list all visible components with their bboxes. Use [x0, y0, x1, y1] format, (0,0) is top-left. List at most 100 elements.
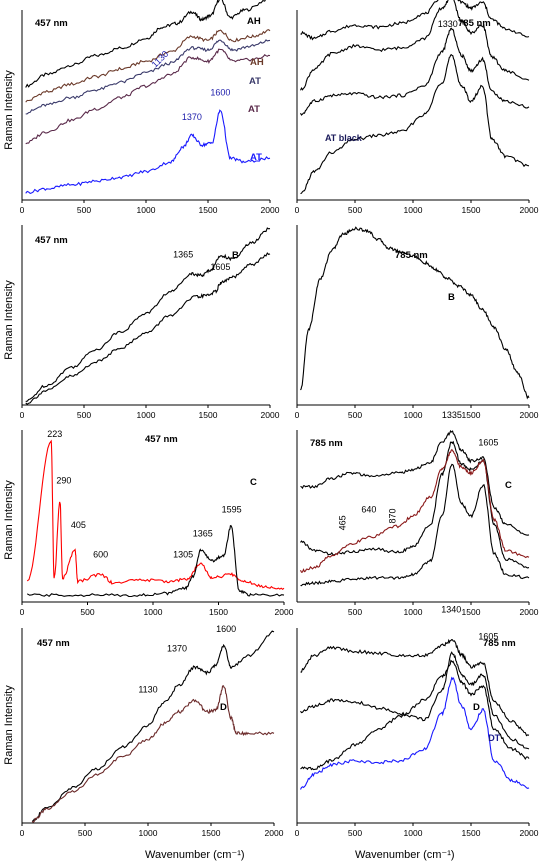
series-label: AH — [250, 57, 264, 68]
x-tick-label: 2000 — [261, 410, 280, 420]
panel-title: 457 nm — [35, 235, 68, 246]
x-tick-label: 1500 — [209, 607, 228, 617]
series-line-1 — [300, 429, 530, 536]
x-tick-label: 1000 — [137, 410, 156, 420]
peak-annotation: 870 — [388, 508, 398, 523]
panel-title: 457 nm — [37, 638, 70, 649]
x-tick-label: 0 — [20, 410, 25, 420]
series-line-4 — [300, 54, 530, 195]
series-line-3 — [300, 659, 530, 771]
panel-label: D — [220, 702, 227, 713]
peak-annotation: 1335 — [442, 410, 462, 420]
series-line-4 — [300, 463, 530, 587]
series-line-3 — [300, 27, 530, 116]
panel-title: 457 nm — [35, 18, 68, 29]
x-tick-label: 1500 — [462, 607, 481, 617]
peak-annotation: 1305 — [173, 549, 193, 559]
panel-label: D — [473, 702, 480, 713]
x-tick-label: 1500 — [462, 828, 481, 838]
figure-xlabel-right: Wavenumber (cm⁻¹) — [355, 849, 455, 861]
series-line-1 — [25, 227, 271, 402]
x-tick-label: 0 — [295, 205, 300, 215]
series-line-2 — [299, 0, 530, 91]
series-line-4 — [300, 676, 530, 790]
x-tick-label: 0 — [295, 410, 300, 420]
panel-title: 457 nm — [145, 434, 178, 445]
peak-annotation: 1595 — [222, 505, 242, 515]
series-line-2 — [25, 29, 271, 103]
y-axis-label-d: Raman Intensity — [3, 685, 15, 765]
x-tick-label: 1000 — [404, 410, 423, 420]
peak-annotation: 1330 — [438, 19, 458, 29]
series-line-1 — [300, 226, 530, 400]
panel-d457: 0 500 1000 1500 2000 457 nm D 1130 1370 1600 — [20, 624, 284, 838]
panel-label: C — [250, 477, 257, 488]
x-tick-label: 2000 — [265, 828, 284, 838]
peak-annotation: 1605 — [210, 262, 230, 272]
x-tick-label: 2000 — [520, 607, 539, 617]
series-line-1 — [32, 630, 275, 822]
panel-title: 785 nm — [458, 18, 491, 29]
peak-annotation: 1605 — [478, 437, 498, 447]
x-tick-label: 500 — [77, 205, 91, 215]
panel-label: C — [505, 480, 512, 491]
peak-annotation: 1370 — [182, 112, 202, 122]
peak-annotation: 1600 — [210, 88, 230, 98]
series-line-5 — [25, 109, 271, 195]
panel-title: 785 nm — [310, 438, 343, 449]
peak-annotation: 290 — [56, 475, 71, 485]
peak-annotation: 640 — [361, 505, 376, 515]
peak-annotation: 465 — [338, 515, 348, 530]
y-axis-label-a: Raman Intensity — [3, 70, 15, 150]
x-tick-label: 0 — [20, 828, 25, 838]
x-tick-label: 500 — [78, 828, 92, 838]
x-tick-label: 2000 — [261, 205, 280, 215]
series-line-1 — [25, 0, 266, 88]
series-line-4 — [25, 48, 271, 145]
x-tick-label: 0 — [20, 205, 25, 215]
panel-label: B — [232, 250, 239, 261]
series-line-2 — [31, 684, 275, 823]
series-line-3 — [25, 39, 271, 115]
series-line-1 — [300, 638, 530, 737]
panel-b457: 0 500 1000 1500 2000 457 nm B 1365 1605 — [20, 225, 280, 420]
series-line-1 — [300, 0, 530, 41]
y-axis-label-c: Raman Intensity — [3, 480, 15, 560]
x-tick-label: 1500 — [202, 828, 221, 838]
series-label: AT — [249, 76, 261, 87]
panel-title: 785 nm — [483, 638, 516, 649]
series-label: AH — [247, 16, 261, 27]
series-line-2 — [25, 252, 271, 405]
x-tick-label: 1000 — [139, 828, 158, 838]
peak-annotation: 600 — [93, 549, 108, 559]
peak-annotation: AT black — [325, 133, 363, 143]
series-line-2 — [300, 651, 530, 750]
peak-annotation: 1605 — [478, 632, 498, 642]
panel-b785: 0 500 1000 1500 2000 785 nm B — [295, 225, 539, 420]
x-tick-label: 1000 — [144, 607, 163, 617]
series-line-3 — [300, 448, 530, 573]
x-tick-label: 2000 — [520, 828, 539, 838]
panel-c785: 500 1000 1500 2000 785 nm C 1335 1605 465 640 870 — [296, 410, 539, 617]
x-tick-label: 1500 — [199, 410, 218, 420]
x-tick-label: 0 — [20, 607, 25, 617]
series-label: AT — [248, 104, 260, 115]
y-axis-label-b: Raman Intensity — [3, 280, 15, 360]
x-tick-label: 500 — [80, 607, 94, 617]
x-tick-label: 500 — [348, 205, 362, 215]
x-tick-label: 1000 — [137, 205, 156, 215]
x-tick-label: 1500 — [199, 205, 218, 215]
x-tick-label: 500 — [77, 410, 91, 420]
series-line-2 — [300, 440, 530, 569]
x-tick-label: 2000 — [520, 205, 539, 215]
peak-annotation: 1130 — [138, 684, 157, 694]
peak-annotation: 1365 — [193, 529, 213, 539]
panel-title: 785 nm — [395, 250, 428, 261]
peak-annotation: 223 — [47, 429, 62, 439]
x-tick-label: 500 — [348, 828, 362, 838]
x-tick-label: 1500 — [462, 410, 481, 420]
